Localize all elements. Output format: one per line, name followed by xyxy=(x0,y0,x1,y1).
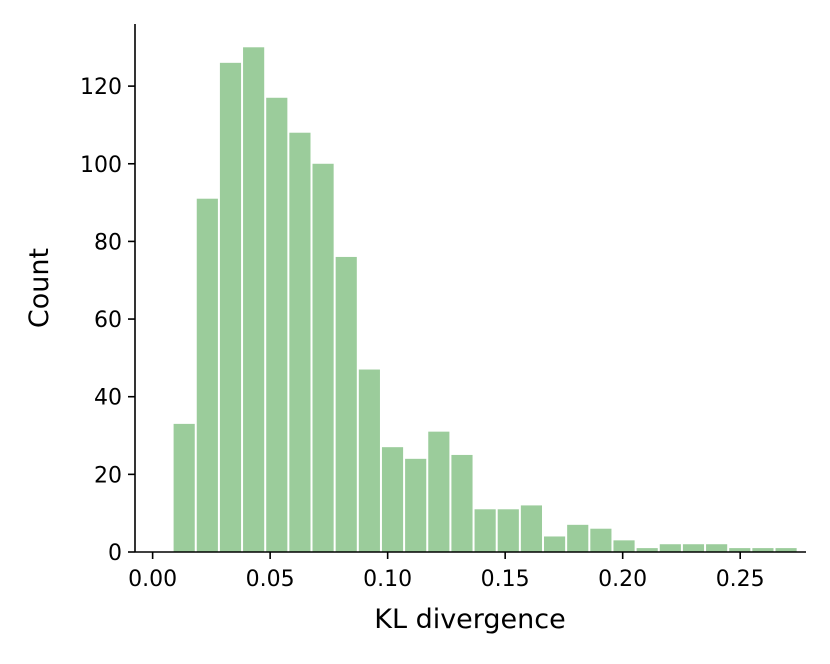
histogram-bar xyxy=(636,548,658,552)
histogram-bar xyxy=(451,454,473,552)
y-tick-label: 100 xyxy=(80,153,122,178)
histogram-bar xyxy=(497,509,519,552)
histogram-bar xyxy=(520,505,543,552)
histogram-bar xyxy=(544,536,566,552)
histogram-bar xyxy=(428,431,450,552)
histogram-bar xyxy=(729,548,751,552)
histogram-bar xyxy=(775,548,797,552)
histogram-bar xyxy=(659,544,681,552)
histogram-bar xyxy=(219,62,242,553)
x-tick-label: 0.05 xyxy=(246,567,295,592)
y-tick-label: 120 xyxy=(80,75,122,100)
histogram-bar xyxy=(266,97,288,552)
histogram-bar xyxy=(289,132,311,553)
x-tick-label: 0.25 xyxy=(716,567,765,592)
histogram-bar xyxy=(243,47,265,552)
histogram-bar xyxy=(196,198,218,553)
histogram-bar xyxy=(613,540,635,552)
histogram-bar xyxy=(335,256,357,552)
histogram-bar xyxy=(567,524,589,552)
histogram-bar xyxy=(590,528,612,552)
histogram-bar xyxy=(706,544,728,552)
histogram-bar xyxy=(752,548,774,552)
bars-group xyxy=(173,47,797,553)
y-axis-label: Count xyxy=(24,248,55,328)
histogram-bar xyxy=(173,423,195,552)
y-tick-label: 80 xyxy=(94,230,122,255)
y-tick-label: 20 xyxy=(94,463,122,488)
x-tick-label: 0.20 xyxy=(598,567,647,592)
x-tick-label: 0.15 xyxy=(481,567,530,592)
histogram-bar xyxy=(381,447,404,552)
histogram-bar xyxy=(312,163,334,552)
y-ticks-group: 0 20 40 60 80 100 120 xyxy=(80,75,135,566)
histogram-bar xyxy=(358,369,380,552)
x-axis-label: KL divergence xyxy=(374,604,566,635)
y-tick-label: 60 xyxy=(94,308,122,333)
histogram-bar xyxy=(405,458,427,552)
histogram-bar xyxy=(474,509,496,552)
y-tick-label: 40 xyxy=(94,386,122,411)
y-tick-label: 0 xyxy=(108,541,122,566)
x-ticks-group: 0.00 0.05 0.10 0.15 0.20 0.25 xyxy=(128,552,765,592)
histogram-bar xyxy=(682,544,705,552)
x-tick-label: 0.10 xyxy=(363,567,412,592)
x-tick-label: 0.00 xyxy=(128,567,177,592)
